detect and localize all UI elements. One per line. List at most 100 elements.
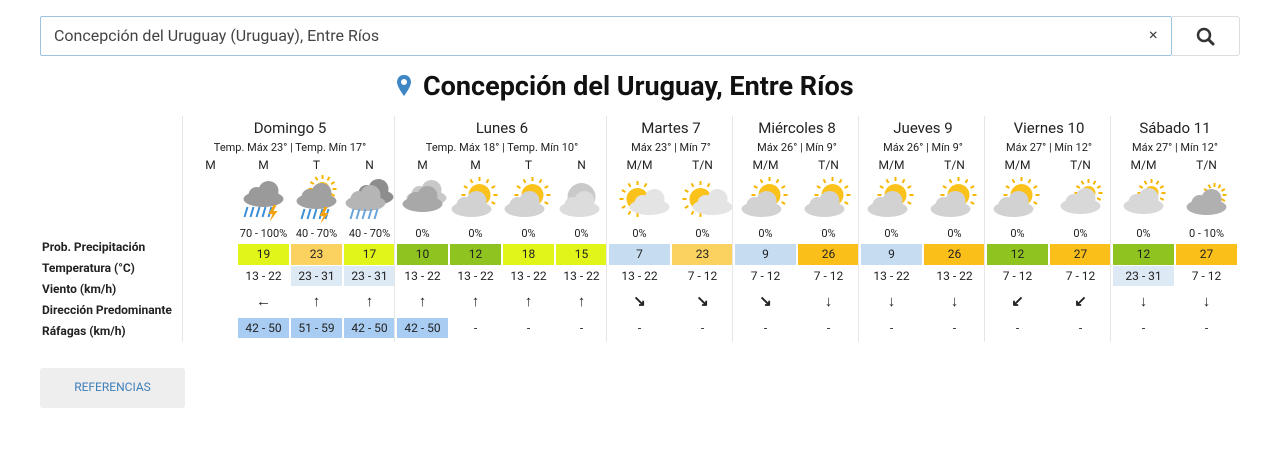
precip: 0% (632, 227, 647, 240)
icon-part (417, 186, 438, 206)
wind: 13 - 22 (510, 269, 547, 283)
period-label: M (470, 158, 481, 172)
clear-button[interactable]: × (1149, 25, 1158, 44)
precip: 0% (521, 227, 536, 240)
direction: ↙ (1074, 292, 1087, 310)
gusts: 51 - 59 (291, 318, 342, 338)
search-button[interactable] (1172, 16, 1240, 56)
icon-part (901, 178, 906, 184)
icon-part (261, 206, 267, 218)
search-icon (1196, 27, 1215, 46)
row-label: Dirección Predominante (42, 303, 172, 317)
day-separator (606, 116, 607, 342)
gusts: - (826, 321, 831, 335)
gusts: - (579, 321, 584, 335)
period-label: N (577, 158, 586, 172)
icon-part (706, 182, 711, 188)
icon-part (879, 185, 884, 189)
direction: ↓ (824, 292, 833, 310)
pin-icon (397, 75, 411, 96)
day-summary: Máx 27° | Mín 12° (1006, 141, 1092, 154)
temperature: 27 (1050, 244, 1111, 265)
icon-part (309, 181, 315, 185)
icon-part (1033, 185, 1038, 189)
period-label: M/M (878, 158, 905, 172)
wind: 23 - 31 (344, 266, 395, 286)
day-summary: Temp. Máx 23° | Temp. Mín 17° (213, 141, 367, 154)
icon-part (367, 208, 373, 220)
icon-part (942, 185, 947, 189)
day-summary: Máx 23° | Mín 7° (631, 141, 711, 154)
icon-part (574, 191, 595, 211)
direction: ↘ (696, 292, 709, 310)
row-label: Viento (km/h) (42, 282, 117, 296)
wind: 13 - 22 (621, 269, 658, 283)
icon-part (1217, 184, 1222, 189)
icon-part (1138, 185, 1144, 189)
icon-part (1027, 178, 1032, 184)
icon-part (948, 178, 953, 184)
direction: ↘ (759, 292, 772, 310)
icon-part (463, 185, 468, 189)
icon-part (838, 178, 843, 184)
references-button[interactable] (40, 368, 185, 408)
day-separator (984, 116, 985, 342)
references-label[interactable]: REFERENCIAS (74, 380, 151, 394)
icon-part (882, 191, 903, 211)
icon-part (312, 208, 318, 220)
icon-part (522, 178, 527, 184)
icon-part (627, 210, 632, 216)
icon-part (1033, 201, 1038, 205)
icon-part (1075, 185, 1081, 189)
icon-part (1005, 185, 1010, 189)
period-label: M/M (1130, 158, 1157, 172)
temperature: 15 (556, 244, 607, 265)
icon-part (707, 189, 728, 209)
search-box[interactable] (40, 16, 1172, 56)
icon-part (1138, 188, 1159, 208)
icon-part (643, 182, 648, 188)
icon-part (258, 181, 279, 201)
direction: ← (256, 292, 271, 310)
period-label: T/N (944, 158, 965, 172)
precip: 70 - 100% (239, 227, 288, 240)
search-input[interactable]: Concepción del Uruguay (Uruguay), Entre … (54, 26, 380, 45)
precip: 0% (1073, 227, 1088, 240)
icon-part (621, 205, 626, 209)
icon-part (970, 201, 975, 205)
wind: 13 - 22 (936, 269, 973, 283)
icon-part (349, 208, 355, 220)
day-name: Jueves 9 (893, 119, 953, 137)
day-summary: Máx 27° | Mín 12° (1132, 141, 1218, 154)
temperature: 19 (238, 244, 289, 265)
precip: 40 - 70% (295, 227, 338, 240)
icon-part (330, 193, 336, 197)
wind: 7 - 12 (750, 269, 781, 283)
day-name: Sábado 11 (1139, 119, 1211, 137)
icon-part (1075, 188, 1096, 208)
wind: 13 - 22 (457, 269, 494, 283)
icon-part (690, 182, 695, 188)
period-label: M/M (626, 158, 653, 172)
icon-part (519, 191, 540, 211)
gusts: - (1078, 321, 1083, 335)
gusts: - (473, 321, 478, 335)
icon-part (1096, 197, 1102, 201)
icon-part (469, 178, 474, 184)
period-label: T/N (818, 158, 839, 172)
precip: 0% (695, 227, 710, 240)
icon-part (970, 185, 975, 189)
wind: 7 - 12 (1065, 269, 1096, 283)
icon-part (775, 178, 780, 184)
day-separator (858, 116, 859, 342)
precip: 0% (947, 227, 962, 240)
gusts: - (952, 321, 957, 335)
precip: 0% (1136, 227, 1151, 240)
gusts: 42 - 50 (344, 318, 395, 338)
precip: 0% (758, 227, 773, 240)
icon-part (1143, 180, 1148, 185)
precip: 40 - 70% (348, 227, 391, 240)
period-label: T/N (1196, 158, 1217, 172)
